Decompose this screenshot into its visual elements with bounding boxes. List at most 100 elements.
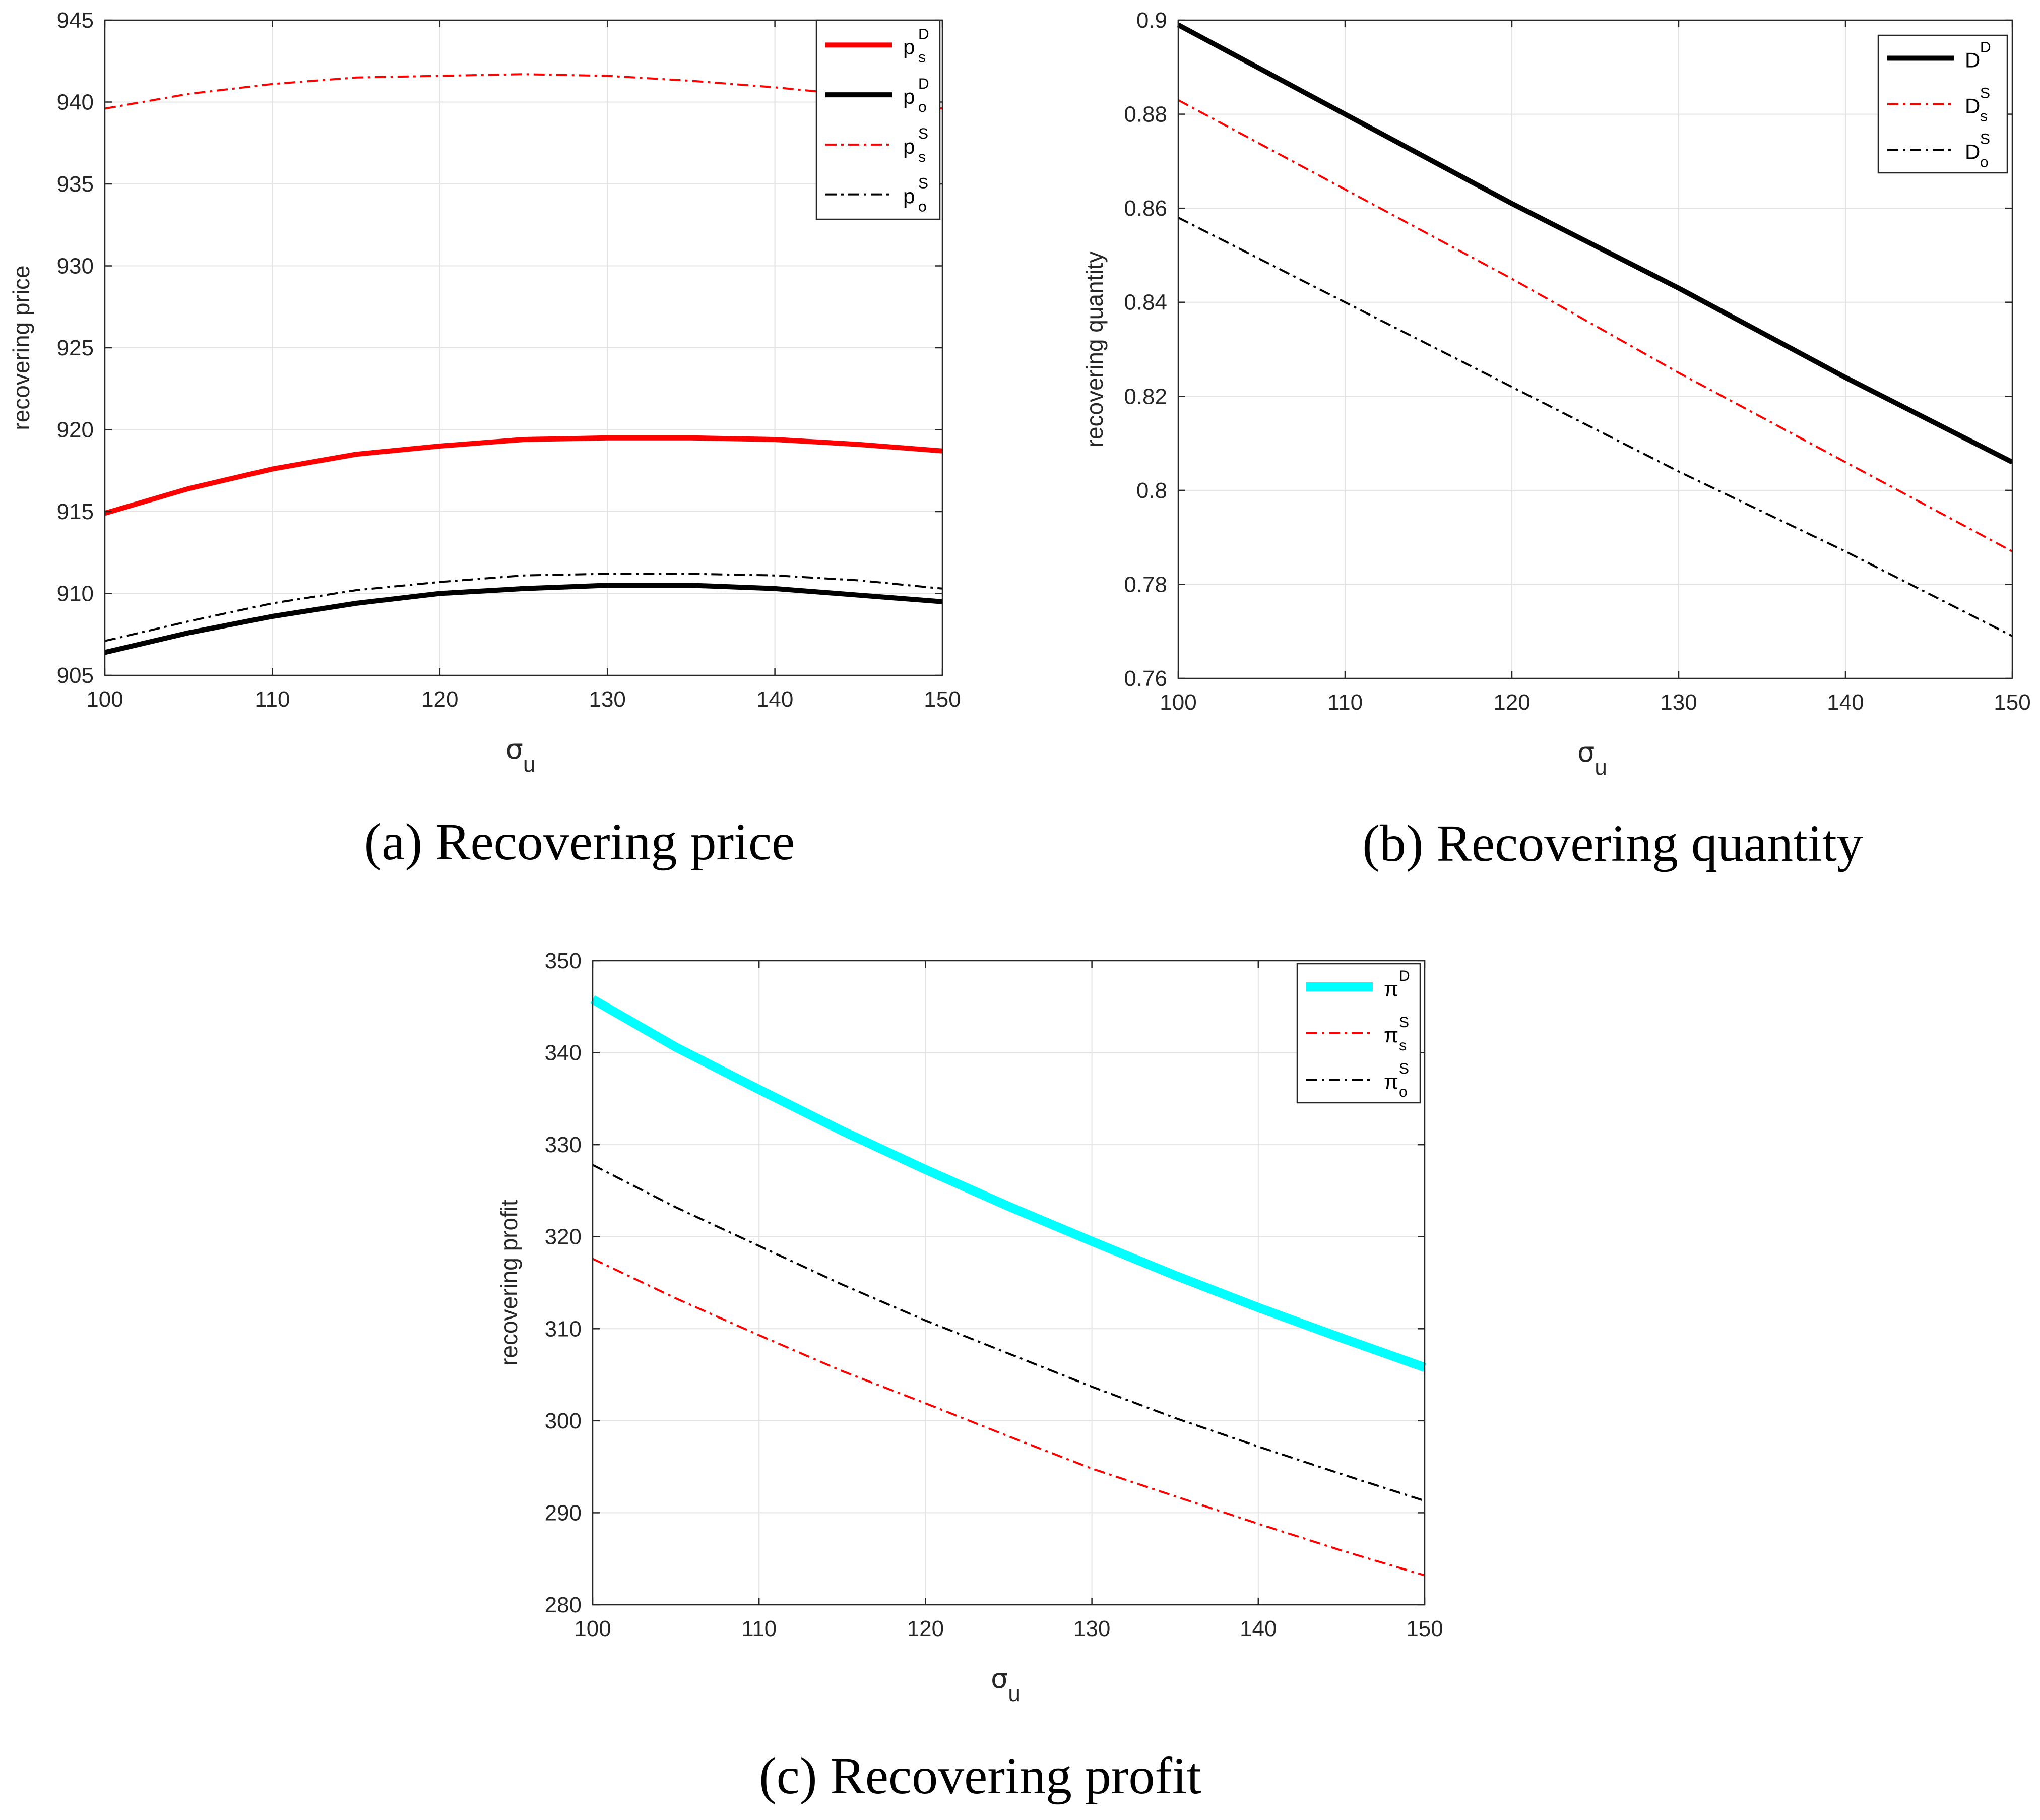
legend-label: DS o [1965,131,1990,171]
x-axis-label-symbol: σ [506,733,523,765]
legend-label-sup: D [1399,968,1410,984]
y-axis-label: recovering quantity [1081,252,1108,448]
legend-label-sub: s [1399,1037,1407,1054]
x-tick-label: 130 [1660,690,1697,715]
legend-label-sup: S [918,175,928,192]
x-tick-label: 140 [1827,690,1864,715]
series-line-p-o-S [104,573,943,642]
y-tick-label: 320 [545,1225,582,1249]
x-tick-label: 130 [1073,1616,1110,1641]
legend-label: pS o [903,175,928,215]
legend-label: pD s [903,26,929,66]
axes-box [592,960,1426,1606]
y-tick-label: 935 [57,172,94,197]
series-line-pi-o-S [592,1164,1425,1502]
panel-caption: (b) Recovering quantity [1362,814,1863,872]
legend-label: πS o [1384,1060,1409,1100]
panel-profit: 100 110 120 130 140 150 280 290 300 310 320 330 340 3… [496,949,1443,1805]
y-tick-label: 910 [57,582,94,606]
y-tick-label: 945 [57,8,94,33]
legend-label: πS s [1384,1014,1409,1054]
plot-area [593,961,1425,1605]
series-line-p-o-D [104,583,943,655]
x-axis-label-subscript: u [1008,1681,1020,1706]
y-tick-label: 940 [57,90,94,115]
x-axis-label-symbol: σ [1577,736,1595,768]
x-tick-label: 140 [756,687,793,712]
panel-price: 100 110 120 130 140 150 905 910 915 920 925 930 935 9… [8,8,961,871]
x-tick-label: 120 [907,1616,944,1641]
legend-label-base: D [1965,48,1980,72]
legend-label-sup: S [1980,85,1990,102]
y-tick-label: 280 [545,1593,582,1617]
legend-label-base: p [903,35,915,58]
legend-label-sub: s [918,149,926,165]
series-line-pi-none-D [590,995,1427,1372]
y-tick-label: 0.88 [1124,102,1167,127]
x-tick-label: 120 [421,687,458,712]
panel-caption: (c) Recovering profit [759,1747,1201,1805]
y-tick-label: 0.86 [1124,196,1167,221]
legend-label-sup: S [918,125,928,142]
legend-label-sub: o [918,199,927,215]
y-tick-label: 0.78 [1124,572,1167,597]
x-tick-label: 150 [924,687,961,712]
y-tick-label: 0.84 [1124,290,1167,315]
legend-label-sub: o [1980,154,1989,171]
x-tick-label: 110 [741,1616,777,1641]
x-tick-label: 100 [1160,690,1196,715]
y-tick-label: 915 [57,499,94,524]
legend-label: πD [1384,968,1410,1000]
legend-label-base: p [903,184,915,208]
y-tick-label: 0.82 [1124,384,1167,409]
x-tick-label: 110 [254,687,290,712]
x-tick-label: 130 [589,687,625,712]
y-tick-label: 350 [545,949,582,973]
y-tick-label: 905 [57,663,94,688]
y-tick-label: 0.76 [1124,666,1167,691]
legend-label: DS s [1965,85,1990,125]
series-line-p-s-S [104,73,943,110]
y-axis-label: recovering price [8,265,34,430]
legend-label-sub: s [918,49,926,66]
x-tick-label: 100 [574,1616,611,1641]
panel-caption: (a) Recovering price [364,813,795,871]
legend-label-base: p [903,135,915,158]
y-tick-label: 925 [57,336,94,360]
series-line-D-o-S [1178,217,2013,637]
y-tick-label: 340 [545,1041,582,1065]
legend-label: DD [1965,39,1991,72]
x-axis-label: σu [506,733,536,777]
x-tick-label: 140 [1240,1616,1277,1641]
legend-label: pS s [903,125,928,165]
legend-label-sub: o [918,99,927,115]
x-tick-label: 150 [1994,690,2030,715]
legend-label-base: π [1384,977,1398,1000]
legend-label-sup: S [1399,1014,1409,1031]
legend-label-sup: D [1980,39,1991,56]
x-tick-label: 100 [86,687,123,712]
series-line-p-s-D [104,435,943,516]
y-tick-label: 0.8 [1136,478,1167,503]
legend-label-sub: o [1399,1084,1408,1100]
legend-label-base: p [903,85,915,108]
legend-label-sup: S [1399,1060,1409,1077]
y-tick-label: 0.9 [1136,8,1167,33]
x-axis-label-subscript: u [523,752,535,777]
legend-label: pD o [903,76,929,115]
plot-area [1178,20,2012,678]
y-tick-label: 330 [545,1133,582,1157]
y-tick-label: 310 [545,1316,582,1341]
legend-label-sub: s [1980,108,1988,125]
y-tick-label: 300 [545,1409,582,1433]
axes-box [1177,19,2013,679]
x-tick-label: 110 [1327,690,1363,715]
x-axis-label: σu [991,1663,1021,1706]
legend-label-base: D [1965,94,1980,118]
panel-quantity: 100 110 120 130 140 150 0.76 0.78 0.8 0.82 0.84 0.8… [1081,8,2031,872]
series-line-D-none-D [1177,22,2014,465]
legend-label-base: D [1965,140,1980,164]
x-axis-label: σu [1577,736,1607,780]
x-axis-label-symbol: σ [991,1663,1008,1695]
